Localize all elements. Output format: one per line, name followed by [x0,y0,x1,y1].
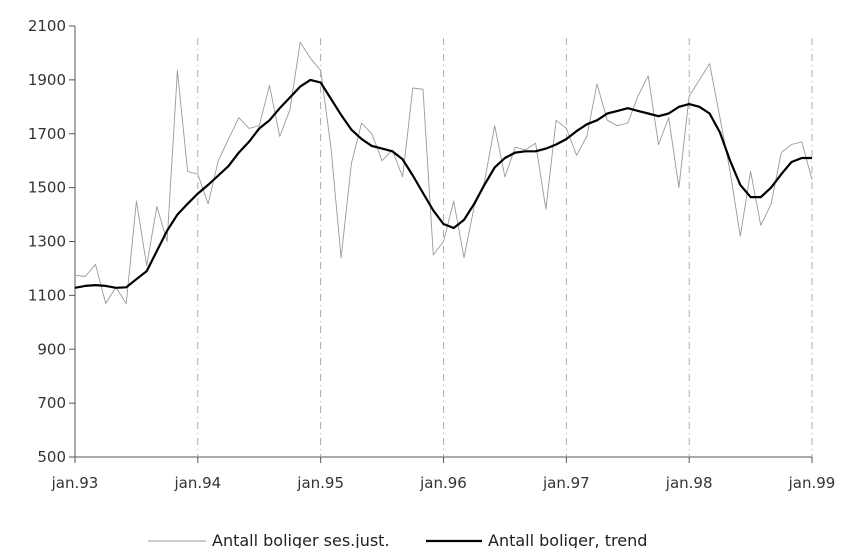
x-tick-label: jan.97 [542,474,590,492]
y-tick-label: 900 [37,340,66,358]
x-tick-label: jan.96 [419,474,467,492]
legend-label-ses-just: Antall boliger ses.just. [212,531,390,548]
y-tick-label: 1500 [28,179,66,197]
y-tick-label: 700 [37,394,66,412]
x-tick-label: jan.93 [51,474,99,492]
y-axis: 500 700 900 1100 1300 1500 1700 1900 2100 [28,17,76,466]
x-axis: jan.93 jan.94 jan.95 jan.96 jan.97 jan.98 jan.… [51,456,836,492]
vertical-gridlines [197,38,813,457]
legend: Antall boliger ses.just. Antall boliger,… [148,531,647,548]
y-tick-label: 1900 [28,71,66,89]
x-tick-label: jan.95 [296,474,344,492]
x-tick-label: jan.94 [173,474,221,492]
y-tick-label: 1700 [28,125,66,143]
y-tick-label: 1100 [28,286,66,304]
y-tick-label: 2100 [28,17,66,35]
series-line-trend [74,78,812,289]
x-tick-label: jan.98 [665,474,713,492]
legend-label-trend: Antall boliger, trend [488,531,647,548]
series-line-ses-just [74,41,813,304]
x-tick-label: jan.99 [788,474,836,492]
y-tick-label: 500 [37,448,66,466]
y-tick-label: 1300 [28,233,66,251]
series-lines [74,41,813,304]
